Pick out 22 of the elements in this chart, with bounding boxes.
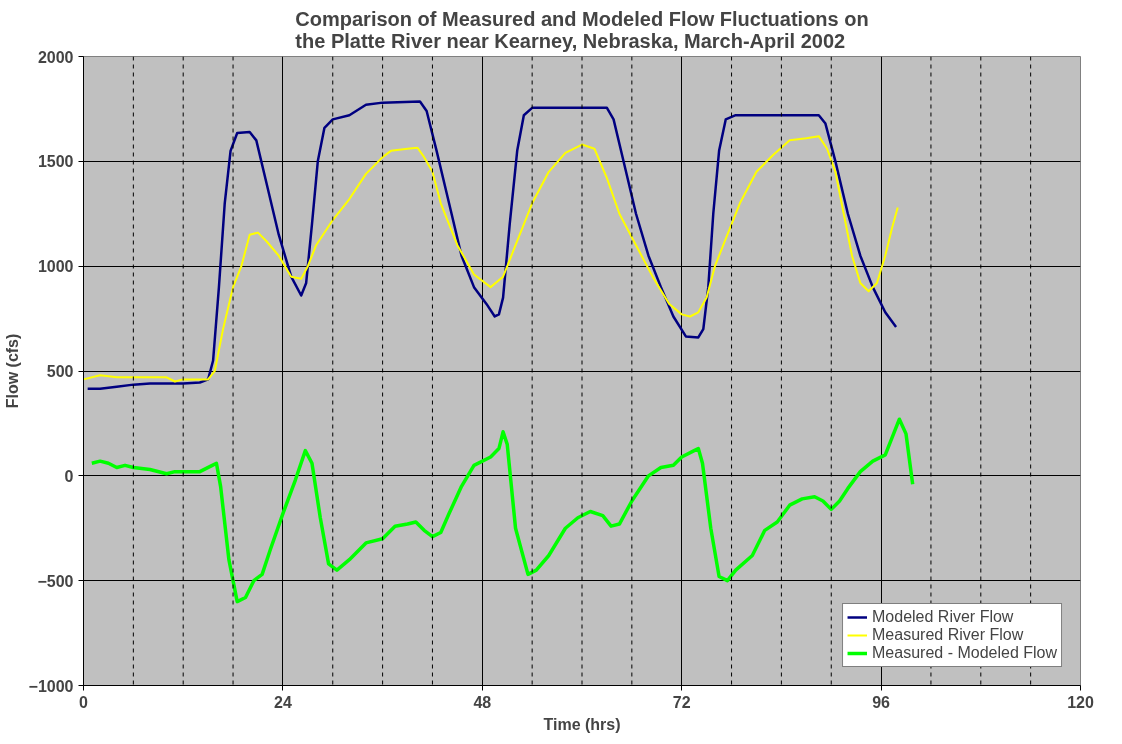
chart-title: Comparison of Measured and Modeled Flow Fluctuations on the Platte River near Kearney, Nebraska, March-April 2002	[295, 7, 869, 52]
x-tick-label: 96	[872, 693, 891, 711]
x-tick-label: 120	[1067, 693, 1094, 711]
y-tick-label: 500	[46, 363, 74, 380]
y-tick-label: 0	[64, 467, 74, 485]
line-series	[83, 135, 899, 383]
y-axis-title: Flow (cfs)	[3, 333, 21, 409]
y-tick-label: 1500	[37, 153, 74, 171]
legend-label: Measured - Modeled Flow	[872, 644, 1057, 662]
y-tick-label: 2000	[37, 48, 74, 66]
y-tick-label: −1000	[28, 677, 74, 695]
y-tick-label: 1000	[37, 258, 74, 276]
y-tick-label: −500	[37, 572, 74, 590]
x-tick-label: 24	[274, 693, 292, 711]
x-tick-label: 72	[672, 693, 691, 711]
line-series	[90, 417, 915, 604]
x-axis-title: Time (hrs)	[543, 715, 621, 733]
x-tick-label: 48	[473, 693, 492, 711]
legend-label: Modeled River Flow	[872, 608, 1014, 626]
line-series	[86, 100, 898, 391]
legend-label: Measured River Flow	[872, 626, 1024, 644]
x-tick-label: 0	[79, 693, 89, 711]
